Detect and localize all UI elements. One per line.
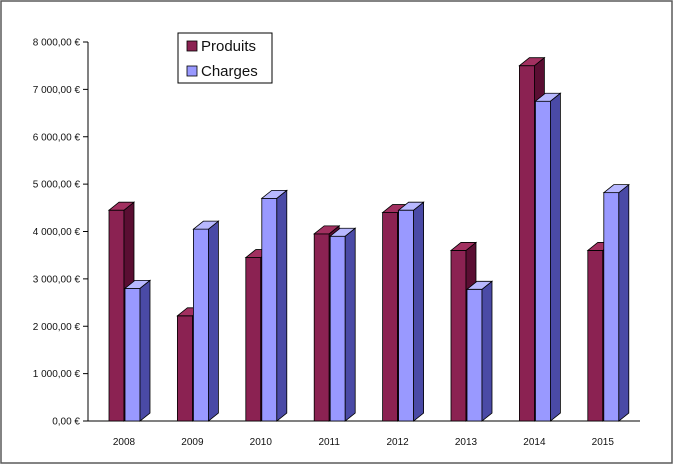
bar-front bbox=[108, 209, 125, 422]
x-tick-label: 2011 bbox=[318, 437, 340, 448]
bar-front bbox=[245, 257, 262, 422]
bar-charges-2013 bbox=[465, 280, 494, 422]
y-tick-label: 3 000,00 € bbox=[33, 274, 81, 285]
bar-front bbox=[535, 100, 551, 422]
bar-side bbox=[207, 220, 219, 422]
legend-label-charges: Charges bbox=[201, 63, 258, 80]
bar-side bbox=[139, 279, 151, 422]
bar-front bbox=[466, 288, 483, 422]
bar-top bbox=[329, 227, 357, 237]
y-tick-label: 8 000,00 € bbox=[33, 38, 81, 49]
bar-charges-2015 bbox=[602, 183, 630, 422]
bar-front bbox=[176, 315, 193, 422]
bar-top bbox=[449, 242, 478, 251]
bar-side bbox=[276, 189, 288, 422]
legend: Produits Charges bbox=[177, 32, 273, 84]
bar-top bbox=[260, 189, 288, 199]
bar-top bbox=[192, 220, 220, 230]
bar-side bbox=[413, 201, 425, 422]
x-tick-label: 2009 bbox=[181, 437, 204, 448]
x-tick-label: 2014 bbox=[523, 437, 546, 448]
legend-label-produits: Produits bbox=[201, 38, 256, 55]
x-tick-label: 2012 bbox=[386, 437, 409, 448]
bar-front bbox=[398, 209, 415, 422]
y-tick-label: 6 000,00 € bbox=[33, 132, 81, 143]
bar-side bbox=[618, 183, 630, 422]
bar-charges-2009 bbox=[192, 220, 220, 422]
bar-charges-2014 bbox=[534, 92, 562, 422]
x-tick-label: 2010 bbox=[250, 437, 273, 448]
bar-top bbox=[313, 225, 341, 235]
bar-front bbox=[313, 233, 330, 422]
y-tick-label: 2 000,00 € bbox=[33, 322, 81, 333]
bar-front bbox=[450, 250, 467, 422]
legend-swatch-produits bbox=[186, 40, 198, 52]
bar-side bbox=[481, 280, 493, 422]
bar-front bbox=[124, 287, 141, 422]
bar-top bbox=[397, 201, 425, 211]
y-tick-label: 0,00 € bbox=[52, 417, 80, 428]
bar-top bbox=[465, 280, 494, 290]
x-tick-label: 2015 bbox=[592, 437, 615, 448]
bar-side bbox=[550, 92, 561, 422]
bars bbox=[107, 56, 630, 422]
y-tick-label: 7 000,00 € bbox=[33, 85, 81, 96]
bar-side bbox=[344, 227, 356, 422]
x-tick-label: 2008 bbox=[113, 437, 136, 448]
bar-front bbox=[519, 65, 535, 422]
y-axis: 0,00 € 1 000,00 € 2 000,00 € 3 000,00 € 4 00… bbox=[33, 38, 89, 428]
bar-front bbox=[261, 197, 278, 422]
y-tick-label: 5 000,00 € bbox=[33, 180, 81, 191]
bar-front bbox=[603, 192, 620, 422]
bar-front bbox=[192, 228, 209, 422]
bar-top bbox=[123, 279, 152, 289]
bar-front bbox=[587, 250, 604, 422]
bar-charges-2008 bbox=[123, 279, 152, 422]
bar-top bbox=[534, 92, 562, 102]
bar-front bbox=[382, 212, 399, 422]
y-tick-label: 1 000,00 € bbox=[33, 369, 81, 380]
bar-charges-2012 bbox=[397, 201, 425, 422]
bar-charges-2011 bbox=[329, 227, 357, 422]
bar-top bbox=[107, 201, 136, 211]
y-tick-label: 4 000,00 € bbox=[33, 227, 81, 238]
bar-top bbox=[602, 184, 630, 194]
x-tick-label: 2013 bbox=[455, 437, 478, 448]
bar-top bbox=[518, 57, 546, 67]
bar-charges-2010 bbox=[260, 189, 288, 422]
legend-swatch-charges bbox=[186, 65, 198, 77]
bar-front bbox=[329, 235, 346, 422]
